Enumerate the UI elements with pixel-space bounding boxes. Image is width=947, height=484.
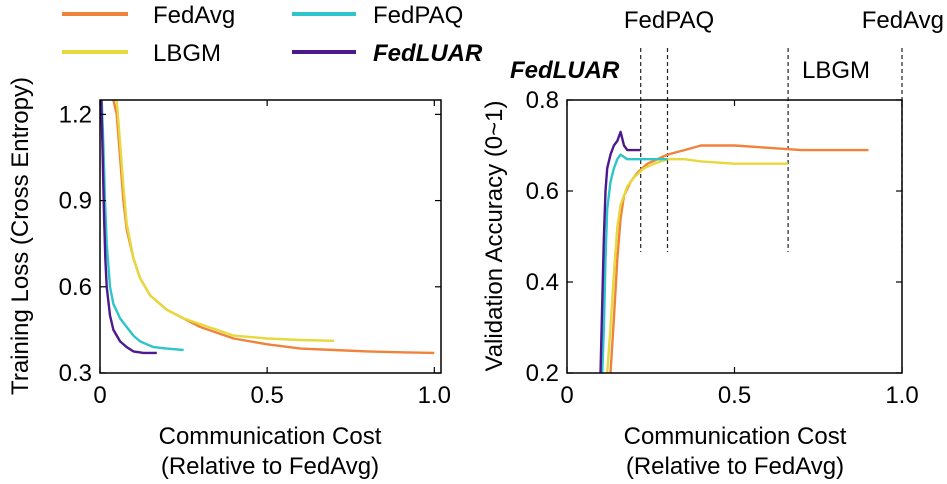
y-tick-label: 1.2 (59, 101, 92, 128)
series-line-lbgm (606, 157, 789, 373)
plot-frame (99, 99, 442, 374)
y-axis-label: Training Loss (Cross Entropy) (7, 77, 34, 395)
legend-label-fedpaq: FedPAQ (373, 2, 463, 29)
x-tick-label: 0 (93, 382, 106, 409)
plot-area (599, 130, 869, 373)
y-tick-label: 0.6 (526, 178, 559, 205)
y-tick-label: 0.8 (526, 87, 559, 114)
y-tick-label: 0.6 (59, 274, 92, 301)
series-line-fedavg (609, 144, 869, 373)
x-tick-label: 1.0 (418, 382, 451, 409)
x-axis-label-line2: (Relative to FedAvg) (161, 453, 379, 480)
x-axis-label-line2: (Relative to FedAvg) (626, 453, 844, 480)
legend-label-lbgm: LBGM (153, 40, 221, 67)
y-tick-label: 0.2 (526, 360, 559, 387)
training-loss-chart: 0 0.5 1.0 0.3 0.6 0.9 1.2 Communication Cost (Re… (7, 77, 451, 480)
x-tick-label: 0.5 (718, 382, 751, 409)
series-line-fedluar (100, 100, 157, 355)
vline-label-fedluar: FedLUAR (510, 57, 620, 84)
y-tick-label: 0.4 (526, 269, 559, 296)
y-tick-label: 0.3 (59, 360, 92, 387)
plot-area (100, 100, 435, 355)
x-tick-label: 0.5 (250, 382, 283, 409)
series-line-fedpaq (601, 153, 668, 373)
x-axis-label: Communication Cost (624, 423, 847, 450)
x-tick-label: 1.0 (885, 382, 918, 409)
series-line-lbgm (115, 100, 335, 342)
vline-label-lbgm: LBGM (802, 57, 870, 84)
series-line-fedpaq (100, 100, 184, 352)
y-axis-label: Validation Accuracy (0~1) (481, 100, 508, 371)
x-tick-label: 0 (560, 382, 573, 409)
legend: FedAvg FedPAQ LBGM FedLUAR (62, 2, 483, 67)
x-axis-label: Communication Cost (159, 423, 382, 450)
legend-label-fedavg: FedAvg (153, 2, 235, 29)
vline-label-fedavg: FedAvg (862, 7, 944, 34)
vline-label-fedpaq: FedPAQ (624, 7, 714, 34)
series-line-fedavg (112, 100, 435, 355)
y-tick-label: 0.9 (59, 188, 92, 215)
series-line-fedluar (599, 130, 641, 373)
legend-label-fedluar: FedLUAR (373, 40, 483, 67)
